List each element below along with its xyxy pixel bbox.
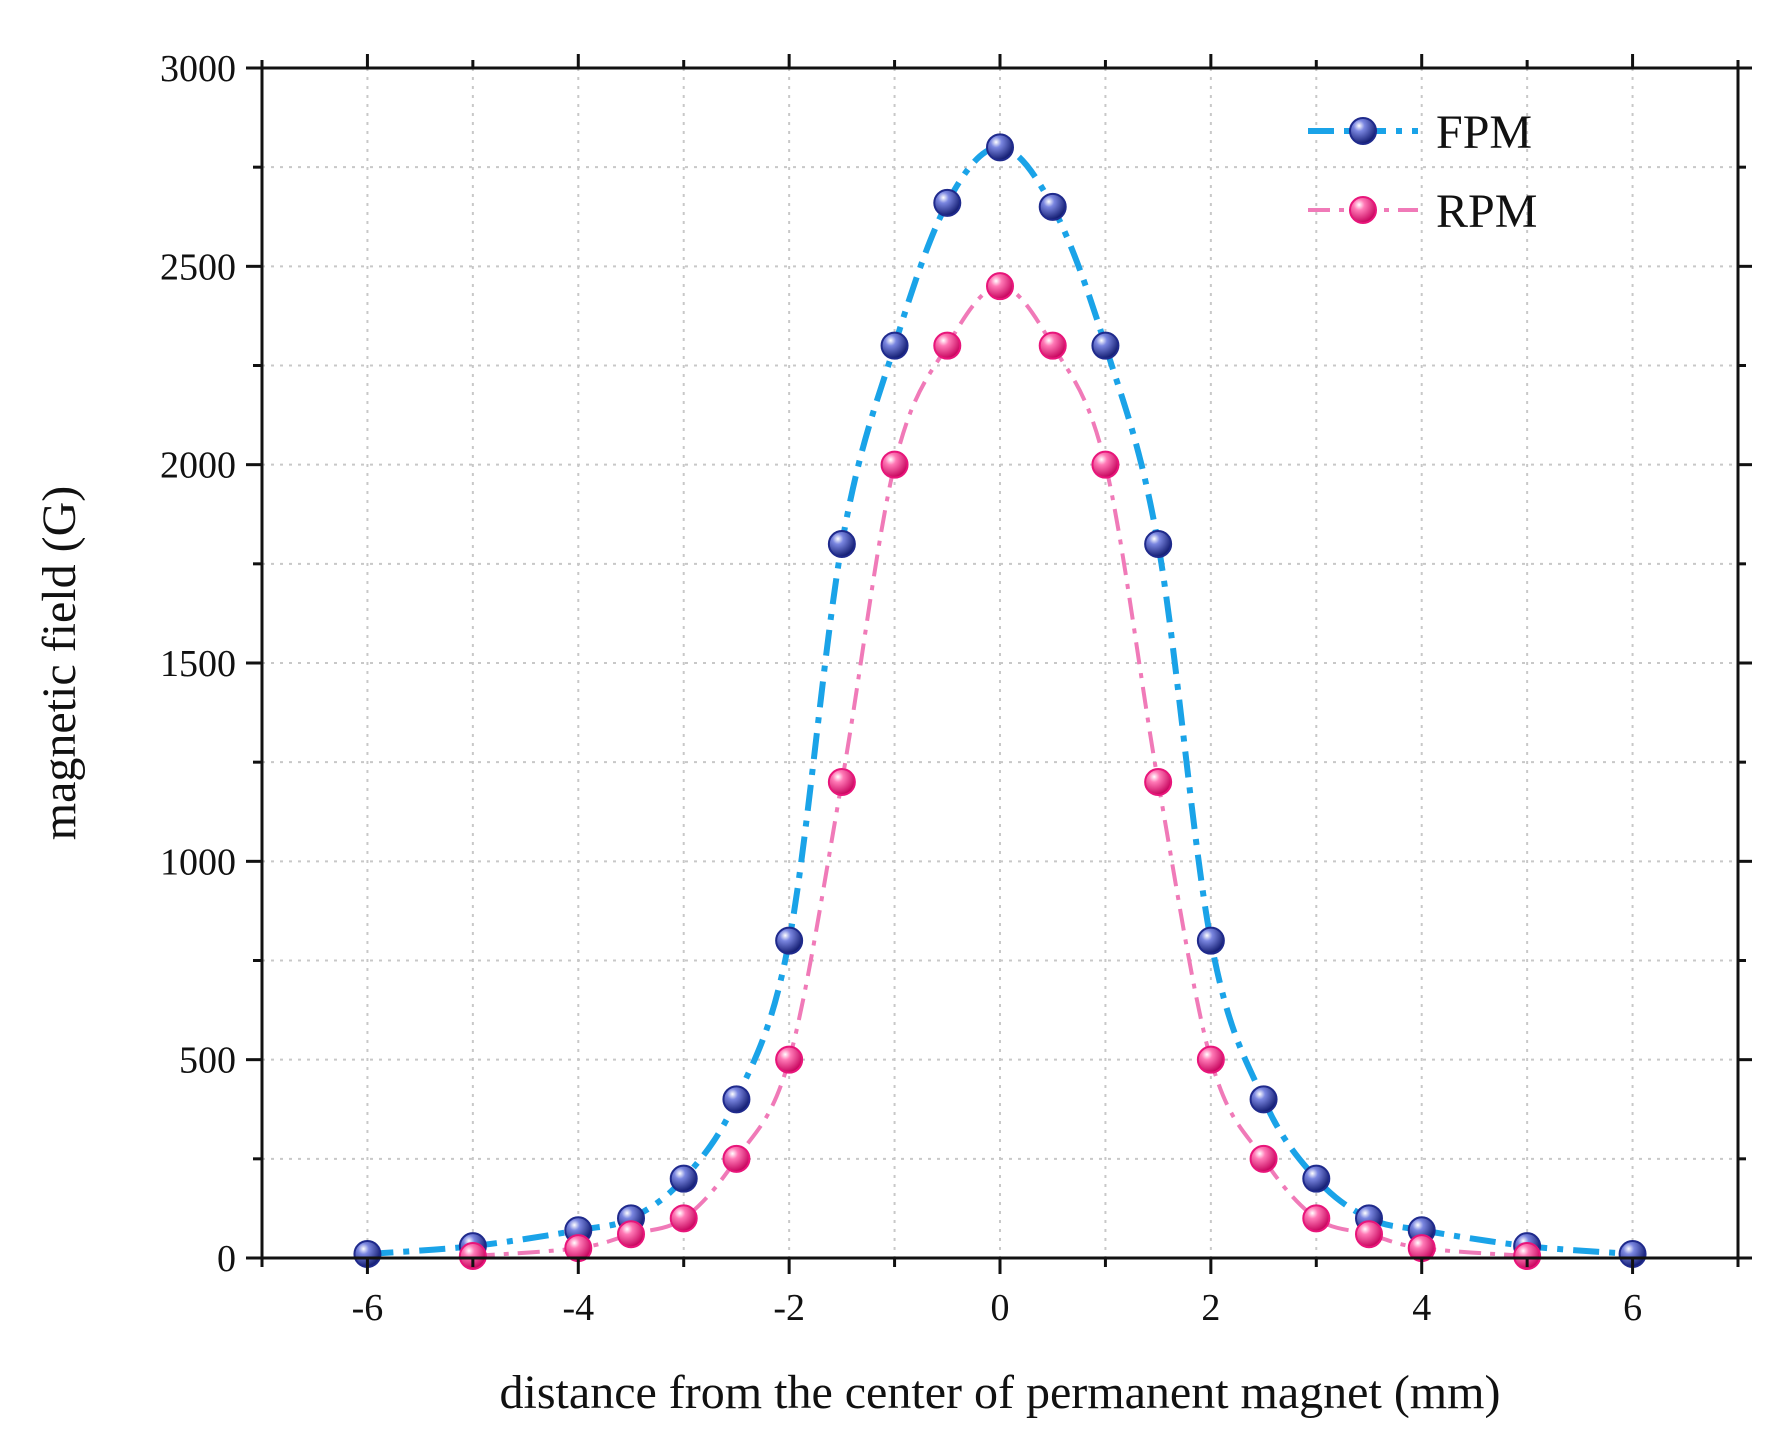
data-point-rpm	[458, 1242, 487, 1271]
data-point-rpm	[722, 1144, 751, 1173]
data-point-rpm	[1196, 1045, 1225, 1074]
y-tick-label: 2500	[160, 246, 236, 288]
legend-marker-rpm	[1349, 196, 1377, 224]
data-point-rpm	[1302, 1204, 1331, 1233]
data-point-rpm	[933, 331, 962, 360]
data-point-rpm	[617, 1220, 645, 1249]
y-tick-label: 1000	[160, 841, 236, 883]
data-point-rpm	[1144, 768, 1173, 796]
axes	[246, 54, 1752, 1274]
data-point-rpm	[669, 1204, 698, 1233]
data-point-fpm	[986, 133, 1014, 162]
data-point-rpm	[1513, 1242, 1542, 1271]
y-axis-title: magnetic field (G)	[33, 486, 86, 841]
data-point-fpm	[1144, 530, 1173, 558]
x-tick-label: -4	[562, 1287, 594, 1329]
data-point-fpm	[880, 331, 909, 360]
data-point-rpm	[1249, 1144, 1278, 1173]
x-tick-label: 6	[1623, 1287, 1642, 1329]
legend-label-fpm: FPM	[1436, 106, 1532, 159]
legend-marker-fpm	[1349, 117, 1377, 145]
legend-label-rpm: RPM	[1436, 185, 1537, 238]
tick-labels: -6 -4 -2 0 2 4 6 0 500 1000 1500 2000 2500 3000	[160, 48, 1642, 1329]
y-tick-label: 2000	[160, 445, 236, 487]
data-point-fpm	[1038, 192, 1067, 221]
data-point-fpm	[827, 530, 856, 558]
data-point-rpm	[775, 1045, 804, 1074]
grid-lines	[262, 68, 1738, 1258]
data-point-fpm	[669, 1164, 698, 1193]
data-point-fpm	[1249, 1085, 1278, 1114]
x-tick-label: -6	[352, 1287, 384, 1329]
x-axis-title: distance from the center of permanent ma…	[500, 1366, 1501, 1419]
data-point-rpm	[1355, 1220, 1383, 1249]
y-tick-label: 1500	[160, 643, 236, 685]
data-point-fpm	[1302, 1164, 1331, 1193]
data-point-fpm	[1091, 331, 1120, 360]
y-tick-label: 3000	[160, 48, 236, 90]
data-point-rpm	[1091, 450, 1120, 479]
legend: FPM RPM	[1308, 106, 1537, 238]
x-tick-label: -2	[773, 1287, 805, 1329]
data-point-fpm	[722, 1085, 751, 1114]
data-point-rpm	[880, 450, 909, 479]
legend-entry-fpm: FPM	[1308, 106, 1532, 159]
data-point-rpm	[986, 272, 1014, 301]
data-point-rpm	[1038, 331, 1067, 360]
data-point-fpm	[933, 188, 962, 217]
y-tick-label: 500	[179, 1040, 236, 1082]
y-tick-label: 0	[217, 1238, 236, 1280]
x-tick-label: 0	[991, 1287, 1010, 1329]
data-markers	[353, 133, 1647, 1271]
x-tick-label: 4	[1412, 1287, 1431, 1329]
x-tick-label: 2	[1201, 1287, 1220, 1329]
data-point-rpm	[827, 768, 856, 796]
legend-entry-rpm: RPM	[1308, 185, 1537, 238]
data-point-fpm	[775, 926, 804, 955]
data-point-fpm	[1196, 926, 1225, 955]
